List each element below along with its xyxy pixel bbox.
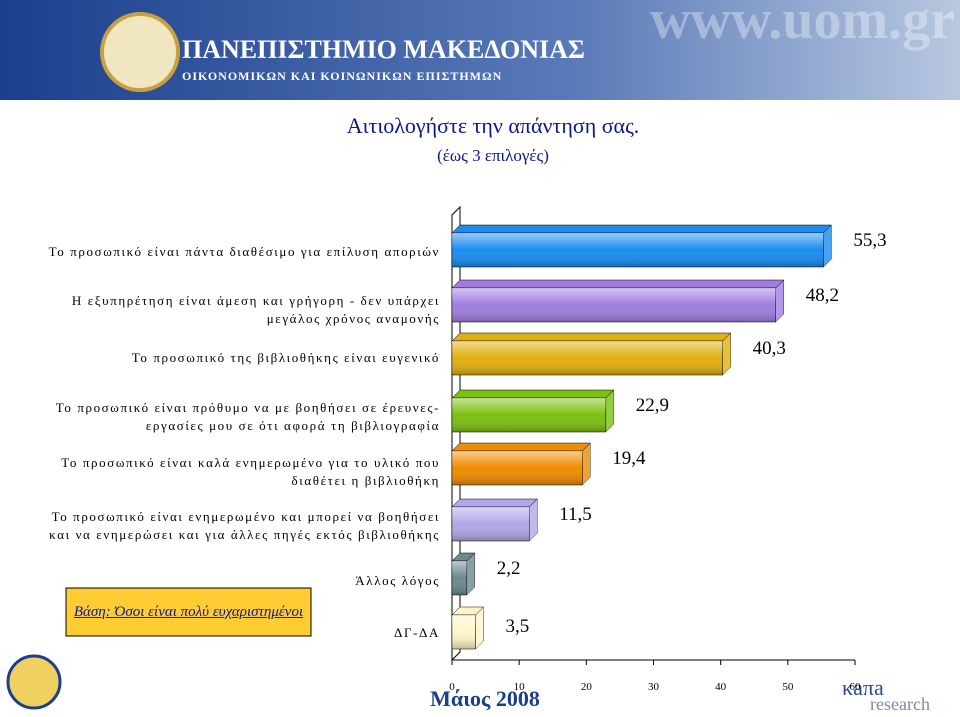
note: Βάση: Όσοι είναι πολύ ευχαριστημένοι: [73, 603, 304, 620]
x-tick-label: 0: [449, 681, 455, 693]
logo-sub: research: [870, 694, 930, 714]
title: Αιτιολογήστε την απάντηση σας.: [347, 113, 640, 138]
logo-text: κaπa: [842, 675, 884, 700]
note-box: [65, 587, 312, 637]
category-label: Άλλος λόγος: [355, 573, 440, 588]
bar-shine: [452, 615, 476, 649]
category-label: Το προσωπικό είναι πάντα διαθέσιμο για ε…: [48, 244, 440, 259]
x-tick-label: 40: [715, 681, 727, 693]
x-tick-label: 60: [850, 681, 862, 693]
x-tick-label: 20: [581, 681, 593, 693]
bar-shine: [452, 341, 723, 375]
category-label: Το προσωπικό είναι καλά ενημερωμένο για …: [61, 455, 440, 488]
bar-top: [451, 498, 538, 508]
value-label: 48,2: [806, 285, 839, 306]
bar-shine: [452, 507, 530, 541]
school: ΟΙΚΟΝΟΜΙΚΩΝ ΚΑΙ ΚΟΙΝΩΝΙΚΩΝ ΕΠΙΣΤΗΜΩΝ: [182, 69, 502, 83]
value-label: 11,5: [559, 504, 592, 525]
value-label: 2,2: [497, 558, 521, 579]
bar-top: [451, 224, 833, 234]
category-label: Το προσωπικό της βιβλιοθήκης είναι ευγεν…: [131, 350, 440, 365]
category-label: ΔΓ-ΔΑ: [394, 625, 440, 640]
bar-top: [451, 279, 785, 289]
value-label: 19,4: [612, 448, 646, 469]
header-logo: [100, 12, 180, 92]
x-tick-label: 10: [514, 681, 526, 693]
subtitle: (έως 3 επιλογές): [437, 146, 549, 165]
watermark: www.uom.gr: [650, 0, 955, 51]
bar-shine: [452, 233, 824, 267]
university: ΠΑΝΕΠΙΣΤΗΜΙΟ ΜΑΚΕΔΟΝΙΑΣ: [182, 35, 585, 64]
value-label: 40,3: [753, 338, 786, 359]
category-label: Το προσωπικό είναι ενημερωμένο και μπορε…: [49, 509, 440, 542]
value-label: 55,3: [853, 230, 886, 251]
value-label: 22,9: [636, 395, 669, 416]
bar-shine: [452, 451, 583, 485]
bar-shine: [452, 561, 467, 595]
bar-top: [451, 442, 591, 452]
category-label: Η εξυπηρέτηση είναι άμεση και γρήγορη - …: [71, 293, 440, 326]
bar-shine: [452, 398, 606, 432]
bar-shine: [452, 288, 776, 322]
x-tick-label: 50: [782, 681, 794, 693]
date: Μάιος 2008: [430, 686, 540, 711]
category-label: Το προσωπικό είναι πρόθυμο να με βοηθήσε…: [55, 400, 440, 433]
footer-logo: [6, 654, 62, 710]
bar-top: [451, 389, 615, 399]
bar-top: [451, 332, 732, 342]
x-tick-label: 30: [648, 681, 660, 693]
value-label: 3,5: [506, 616, 530, 637]
